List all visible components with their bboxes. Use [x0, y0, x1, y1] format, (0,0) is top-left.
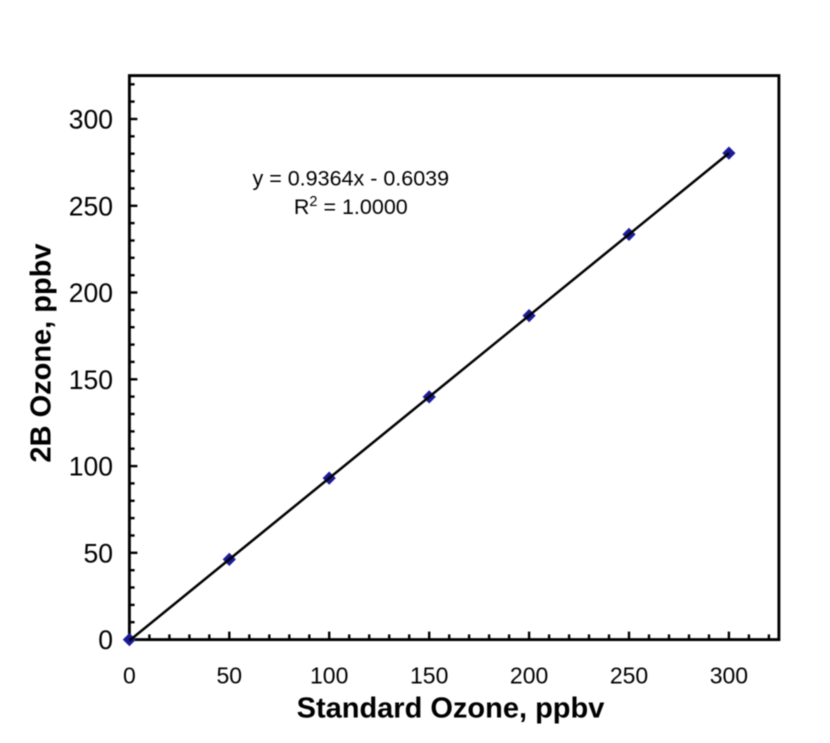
svg-text:300: 300: [69, 105, 113, 135]
svg-text:150: 150: [69, 365, 113, 395]
svg-text:50: 50: [217, 663, 243, 689]
svg-text:Standard Ozone, ppbv: Standard Ozone, ppbv: [297, 693, 605, 725]
svg-text:y = 0.9364x - 0.6039: y = 0.9364x - 0.6039: [252, 166, 449, 190]
svg-text:50: 50: [84, 538, 113, 568]
svg-text:300: 300: [710, 663, 748, 689]
svg-text:0: 0: [98, 625, 113, 655]
svg-text:100: 100: [310, 663, 348, 689]
svg-text:250: 250: [69, 191, 113, 221]
svg-text:0: 0: [123, 663, 136, 689]
svg-text:2B Ozone, ppbv: 2B Ozone, ppbv: [26, 243, 58, 462]
svg-text:200: 200: [510, 663, 548, 689]
svg-text:200: 200: [69, 278, 113, 308]
svg-text:100: 100: [69, 452, 113, 482]
svg-text:250: 250: [610, 663, 648, 689]
svg-text:150: 150: [410, 663, 448, 689]
